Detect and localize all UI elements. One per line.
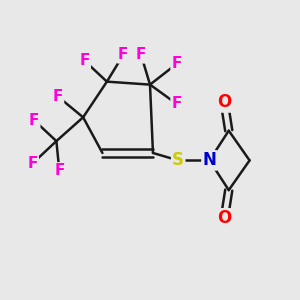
Text: O: O	[217, 93, 231, 111]
Text: F: F	[118, 47, 128, 62]
Text: F: F	[136, 47, 146, 62]
Text: F: F	[29, 113, 39, 128]
Text: O: O	[217, 209, 231, 227]
Text: F: F	[172, 96, 182, 111]
Text: F: F	[80, 53, 90, 68]
Text: F: F	[27, 156, 38, 171]
Text: F: F	[172, 56, 182, 71]
Text: F: F	[53, 89, 63, 104]
Text: N: N	[202, 152, 216, 169]
Text: F: F	[54, 163, 64, 178]
Text: S: S	[172, 152, 184, 169]
